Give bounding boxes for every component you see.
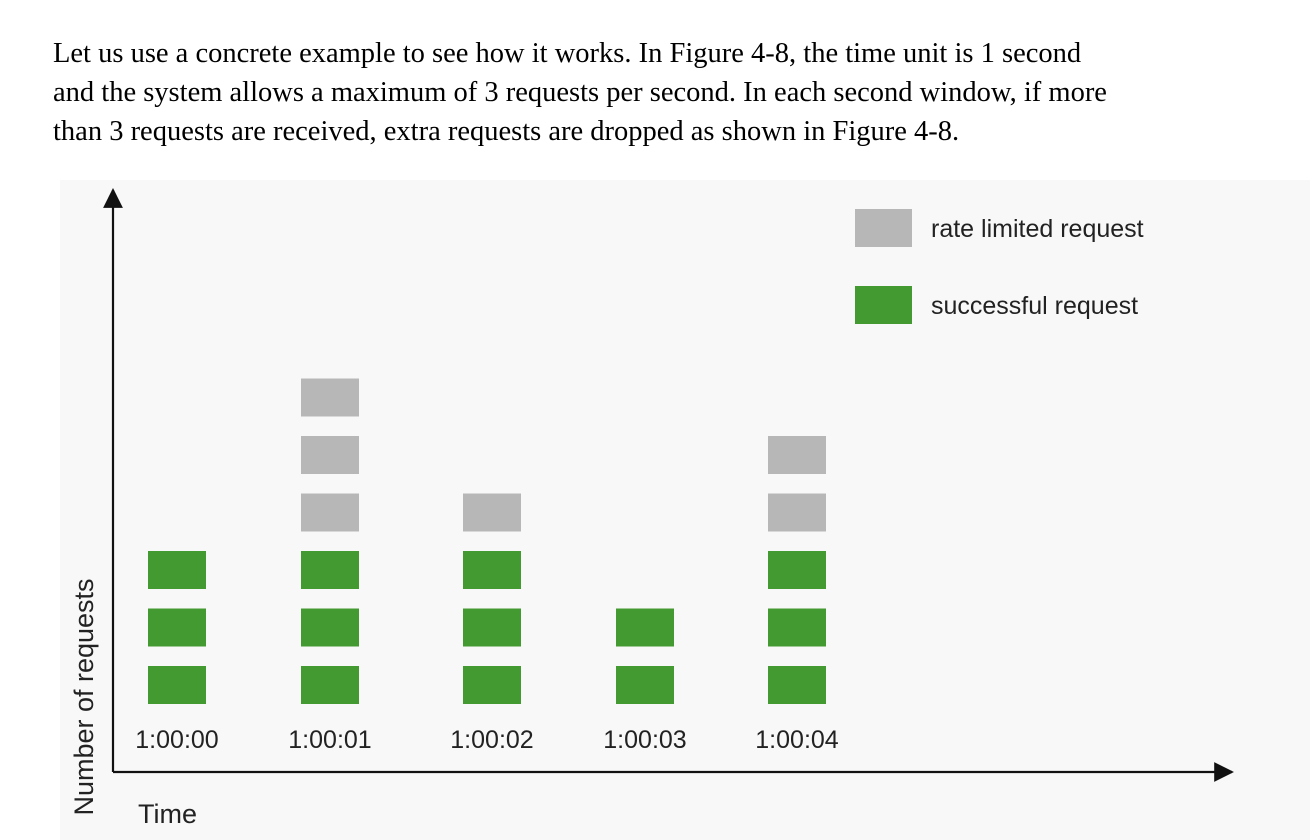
successful-request-block [463,608,521,647]
successful-request-block [616,666,674,704]
x-tick-label: 1:00:04 [755,726,839,754]
x-axis-label: Time [138,799,197,829]
rate-limited-request-block [768,436,826,474]
rate-limited-request-block [301,493,359,532]
paragraph-line-1: Let us use a concrete example to see how… [53,38,1082,69]
successful-request-block [768,666,826,704]
successful-request-block [616,608,674,647]
x-tick-label: 1:00:00 [135,726,218,754]
rate-limited-request-block [768,493,826,532]
successful-request-block [463,666,521,704]
successful-request-block [768,551,826,589]
rate-limited-request-block [463,493,521,532]
x-tick-label: 1:00:01 [288,726,371,754]
tick-labels-group: 1:00:00 1:00:01 1:00:02 1:00:03 1:00:04 [135,726,839,754]
legend-label: rate limited request [931,215,1144,243]
successful-request-block [148,608,206,647]
legend-swatch [855,286,912,324]
paragraph-line-2: and the system allows a maximum of 3 req… [53,77,1107,108]
successful-request-block [463,551,521,589]
successful-request-block [301,608,359,647]
x-tick-label: 1:00:02 [450,726,533,754]
fixed-window-chart: Number of requests Time rate limited req… [69,188,1234,829]
intro-paragraph: Let us use a concrete example to see how… [53,34,1263,151]
successful-request-block [148,666,206,704]
legend: rate limited request successful request [855,209,1144,324]
successful-request-block [768,608,826,647]
successful-request-block [301,551,359,589]
legend-swatch [855,209,912,247]
bars-group [148,378,826,704]
rate-limited-request-block [301,378,359,417]
x-tick-label: 1:00:03 [603,726,686,754]
paragraph-line-3: than 3 requests are received, extra requ… [53,116,960,147]
successful-request-block [148,551,206,589]
successful-request-block [301,666,359,704]
legend-label: successful request [931,292,1138,320]
rate-limit-figure: Number of requests Time rate limited req… [60,180,1310,840]
rate-limited-request-block [301,436,359,474]
y-axis-label: Number of requests [69,578,99,815]
